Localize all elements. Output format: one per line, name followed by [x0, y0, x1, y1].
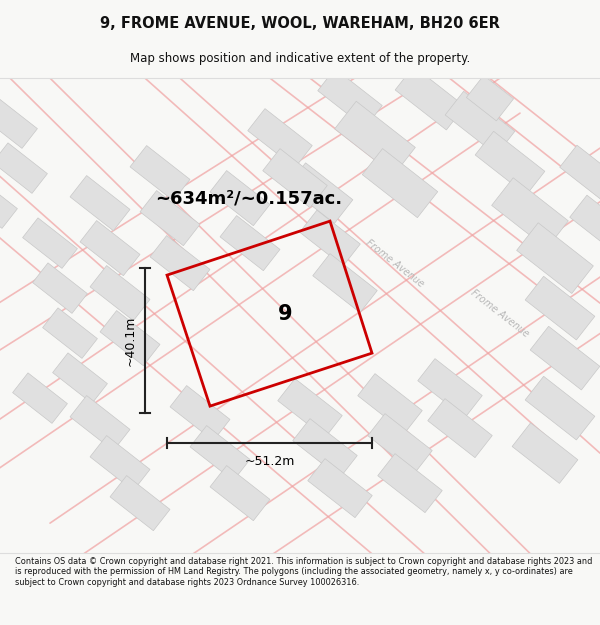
Polygon shape [293, 419, 357, 478]
Polygon shape [210, 466, 270, 521]
Polygon shape [300, 210, 360, 266]
Polygon shape [512, 423, 578, 483]
Polygon shape [570, 195, 600, 251]
Polygon shape [378, 454, 442, 512]
Polygon shape [0, 143, 47, 193]
Text: Frome Avenue: Frome Avenue [364, 238, 426, 289]
Polygon shape [517, 222, 593, 294]
Text: 9, FROME AVENUE, WOOL, WAREHAM, BH20 6ER: 9, FROME AVENUE, WOOL, WAREHAM, BH20 6ER [100, 16, 500, 31]
Text: ~634m²/~0.157ac.: ~634m²/~0.157ac. [155, 189, 342, 207]
Text: 9: 9 [277, 304, 292, 324]
Polygon shape [335, 101, 415, 175]
Polygon shape [90, 266, 150, 321]
Polygon shape [475, 131, 545, 195]
Polygon shape [110, 476, 170, 531]
Polygon shape [428, 399, 492, 458]
Polygon shape [263, 149, 327, 208]
Polygon shape [491, 177, 568, 249]
Polygon shape [0, 178, 17, 228]
Polygon shape [220, 216, 280, 271]
Polygon shape [210, 171, 270, 226]
Polygon shape [287, 163, 353, 223]
Polygon shape [13, 373, 67, 423]
Polygon shape [318, 69, 382, 128]
Polygon shape [525, 376, 595, 440]
Polygon shape [313, 254, 377, 312]
Polygon shape [70, 176, 130, 231]
Polygon shape [43, 308, 97, 358]
Polygon shape [368, 414, 432, 472]
Polygon shape [0, 98, 37, 148]
Polygon shape [140, 191, 200, 246]
Polygon shape [130, 146, 190, 201]
Polygon shape [530, 326, 600, 390]
Text: Contains OS data © Crown copyright and database right 2021. This information is : Contains OS data © Crown copyright and d… [15, 557, 592, 586]
Polygon shape [308, 459, 372, 518]
Polygon shape [170, 386, 230, 441]
Polygon shape [445, 91, 515, 155]
Text: ~51.2m: ~51.2m [244, 455, 295, 468]
Polygon shape [466, 76, 514, 121]
Polygon shape [23, 218, 77, 268]
Text: ~40.1m: ~40.1m [124, 316, 137, 366]
Polygon shape [395, 66, 465, 130]
Polygon shape [80, 221, 140, 276]
Polygon shape [278, 379, 342, 438]
Text: Map shows position and indicative extent of the property.: Map shows position and indicative extent… [130, 52, 470, 65]
Polygon shape [362, 149, 438, 218]
Polygon shape [358, 374, 422, 432]
Polygon shape [525, 276, 595, 340]
Polygon shape [90, 436, 150, 491]
Polygon shape [248, 109, 312, 168]
Polygon shape [100, 311, 160, 366]
Text: Frome Avenue: Frome Avenue [469, 288, 531, 339]
Polygon shape [53, 353, 107, 403]
Polygon shape [560, 145, 600, 201]
Polygon shape [190, 426, 250, 481]
Polygon shape [150, 236, 210, 291]
Polygon shape [70, 396, 130, 451]
Polygon shape [418, 359, 482, 418]
Polygon shape [32, 263, 88, 313]
